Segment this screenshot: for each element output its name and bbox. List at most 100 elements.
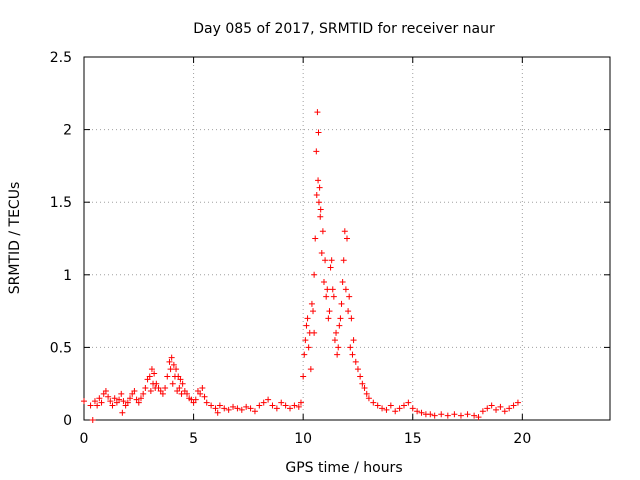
data-point [170, 361, 177, 368]
data-point [475, 414, 482, 421]
y-tick-label: 1.5 [50, 195, 72, 211]
data-point [171, 373, 178, 380]
data-point [94, 402, 101, 409]
data-point [342, 286, 349, 293]
data-point [337, 315, 344, 322]
data-point [96, 395, 103, 402]
data-point [427, 411, 434, 418]
data-point [124, 399, 131, 406]
data-point [400, 402, 407, 409]
x-axis-label: GPS time / hours [285, 460, 402, 476]
data-point [331, 337, 338, 344]
data-point [105, 393, 112, 400]
data-point [392, 408, 399, 415]
data-point [348, 315, 355, 322]
data-point [151, 370, 158, 377]
data-point [311, 271, 318, 278]
data-point [208, 402, 215, 409]
data-point [315, 199, 322, 206]
chart-title: Day 085 of 2017, SRMTID for receiver nau… [193, 21, 495, 37]
data-point [379, 405, 386, 412]
data-point [162, 385, 169, 392]
data-point [203, 399, 210, 406]
data-point [330, 293, 337, 300]
data-point [119, 409, 126, 416]
data-point [506, 405, 513, 412]
data-point [148, 366, 155, 373]
data-point [323, 293, 330, 300]
data-point [127, 395, 134, 402]
data-point [370, 399, 377, 406]
data-point [431, 412, 438, 419]
data-point [225, 406, 232, 413]
data-point [488, 402, 495, 409]
data-point [230, 403, 237, 410]
y-tick-label: 2 [63, 123, 72, 139]
data-point [300, 373, 307, 380]
y-tick-label: 2.5 [50, 50, 72, 66]
axis-ticks: 0 5 10 15 20 0 0.5 1 1.5 2 2.5 [50, 50, 610, 447]
data-point [287, 405, 294, 412]
data-point [178, 390, 185, 397]
data-point [312, 235, 319, 242]
data-point [238, 406, 245, 413]
data-point [118, 390, 125, 397]
data-point [168, 354, 175, 361]
data-point [307, 366, 314, 373]
data-point [359, 380, 366, 387]
data-point [302, 337, 309, 344]
data-point [304, 315, 311, 322]
data-point [173, 366, 180, 373]
y-tick-label: 0 [63, 413, 72, 429]
data-point [493, 406, 500, 413]
data-point [451, 411, 458, 418]
plot-frame [83, 56, 611, 421]
data-point [346, 293, 353, 300]
data-point [317, 213, 324, 220]
data-point [243, 403, 250, 410]
data-point [484, 405, 491, 412]
data-point [273, 405, 280, 412]
data-point [256, 402, 263, 409]
data-point [318, 250, 325, 257]
data-point [405, 399, 412, 406]
data-point [301, 351, 308, 358]
data-point [305, 344, 312, 351]
x-tick-label: 10 [294, 431, 312, 447]
data-point [374, 402, 381, 409]
data-point [282, 402, 289, 409]
data-point [81, 398, 87, 405]
data-point [354, 366, 361, 373]
data-point [327, 264, 334, 271]
gridlines [84, 57, 610, 420]
data-point [297, 399, 304, 406]
data-point [234, 405, 241, 412]
data-point [361, 385, 368, 392]
data-point [87, 402, 94, 409]
data-point [317, 206, 324, 213]
data-point [164, 373, 171, 380]
data-point [197, 390, 204, 397]
data-point [184, 390, 191, 397]
data-point [340, 257, 347, 264]
data-point [396, 405, 403, 412]
data-point [344, 235, 350, 242]
y-tick-label: 1 [63, 268, 72, 284]
data-point [438, 411, 445, 418]
data-point [363, 390, 370, 397]
data-point [146, 373, 153, 380]
data-point [316, 184, 323, 191]
y-tick-label: 0.5 [50, 340, 72, 356]
data-point [444, 412, 451, 419]
x-tick-label: 0 [80, 431, 89, 447]
data-point [339, 279, 346, 286]
data-point [120, 398, 127, 405]
data-point [329, 286, 336, 293]
data-point [336, 322, 343, 329]
data-point [320, 279, 327, 286]
data-point [212, 405, 219, 412]
data-point [383, 406, 390, 413]
data-point [147, 387, 154, 394]
data-point [140, 390, 147, 397]
data-point [150, 380, 157, 387]
